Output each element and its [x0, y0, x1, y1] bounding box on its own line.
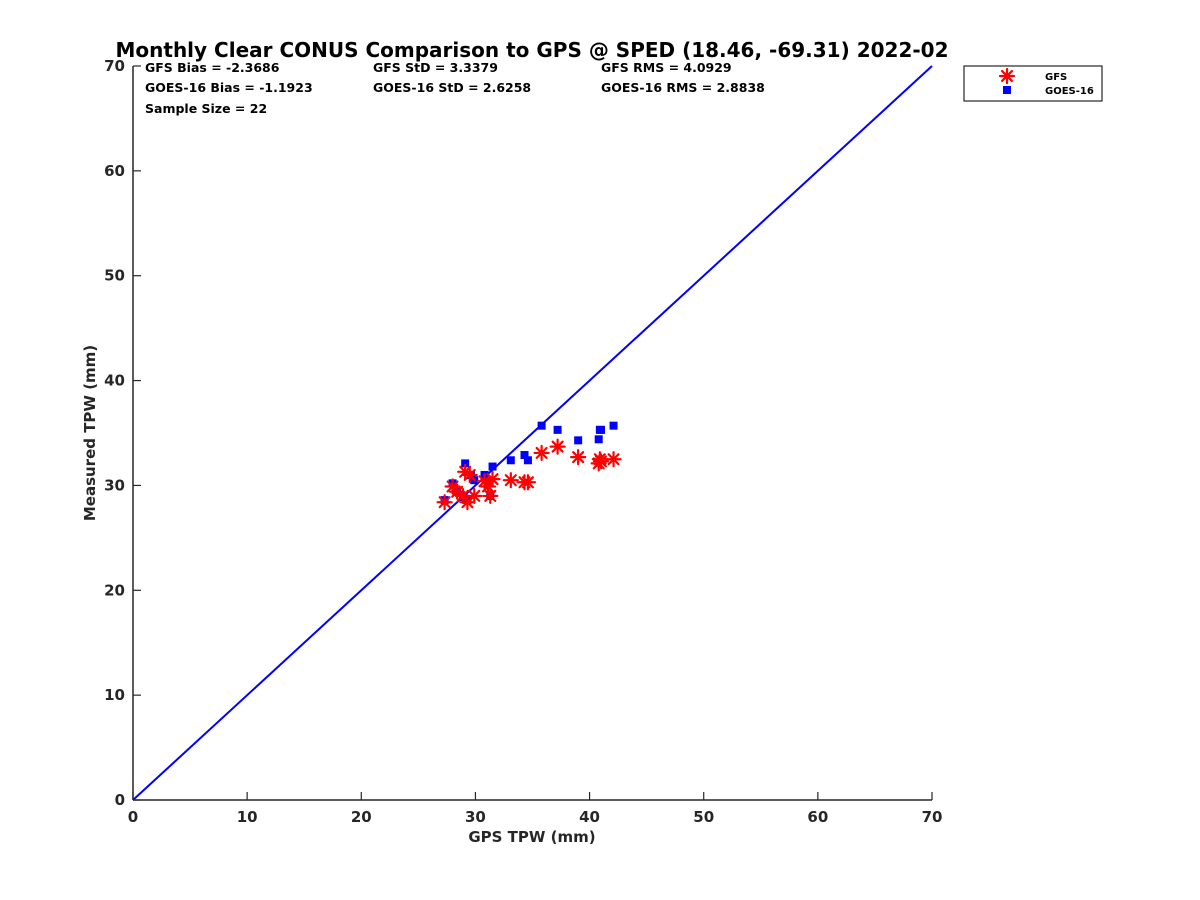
y-tick-label: 0 — [115, 791, 125, 809]
stats-annotations: GFS Bias = -2.3686 GFS StD = 3.3379 GFS … — [145, 60, 765, 116]
gfs-series — [436, 438, 622, 511]
goes16-point — [461, 459, 470, 468]
x-tick-label: 20 — [351, 808, 372, 826]
y-tick-label: 70 — [104, 57, 125, 75]
gfs-point — [592, 453, 610, 470]
y-tick-label: 30 — [104, 476, 125, 494]
gfs-point — [570, 449, 587, 466]
x-tick-label: 10 — [237, 808, 258, 826]
gfs-legend-asterisk — [998, 67, 1016, 85]
goes16-point — [594, 435, 603, 444]
legend: GFS GOES-16 — [963, 65, 1103, 102]
x-axis-ticks: 0 10 20 30 40 50 60 70 — [128, 792, 943, 826]
chart-title: Monthly Clear CONUS Comparison to GPS @ … — [116, 38, 949, 62]
gfs-point — [466, 487, 483, 505]
gfs-point — [461, 466, 478, 484]
gfs-point — [519, 474, 537, 491]
y-tick-label: 10 — [104, 686, 125, 704]
goes-std-text: GOES-16 StD = 2.6258 — [373, 80, 531, 95]
goes16-point — [609, 421, 618, 430]
gfs-point — [533, 444, 550, 462]
gfs-point — [502, 472, 519, 489]
gfs-bias-text: GFS Bias = -2.3686 — [145, 60, 280, 75]
y-tick-label: 40 — [104, 372, 125, 390]
sample-size-text: Sample Size = 22 — [145, 101, 267, 116]
goes16-point — [520, 451, 529, 460]
x-tick-label: 30 — [465, 808, 486, 826]
x-tick-label: 40 — [579, 808, 600, 826]
x-axis-label: GPS TPW (mm) — [468, 828, 595, 846]
goes16-point — [596, 425, 605, 434]
y-tick-label: 60 — [104, 162, 125, 180]
gfs-point — [482, 487, 499, 505]
gfs-point — [436, 494, 453, 511]
gfs-point — [549, 438, 566, 455]
x-tick-label: 0 — [128, 808, 138, 826]
goes-bias-text: GOES-16 Bias = -1.1923 — [145, 80, 313, 95]
goes16-point — [506, 456, 515, 465]
legend-box — [963, 65, 1103, 102]
gfs-point — [484, 471, 501, 488]
y-tick-label: 50 — [104, 267, 125, 285]
y-axis-ticks: 0 10 20 30 40 50 60 70 — [104, 57, 141, 809]
x-tick-label: 50 — [693, 808, 714, 826]
goes16-point — [553, 425, 562, 434]
goes16-point — [574, 436, 583, 445]
y-tick-label: 20 — [104, 581, 125, 599]
x-tick-label: 60 — [807, 808, 828, 826]
legend-goes16-marker — [1003, 86, 1011, 94]
goes16-point — [488, 462, 497, 471]
goes16-point — [537, 421, 546, 430]
goes-rms-text: GOES-16 RMS = 2.8838 — [601, 80, 765, 95]
legend-goes16-label: GOES-16 — [1045, 86, 1094, 97]
legend-gfs-marker — [998, 67, 1016, 85]
reference-line — [132, 65, 933, 801]
x-tick-label: 70 — [922, 808, 943, 826]
legend-gfs-label: GFS — [1045, 72, 1067, 83]
gfs-rms-text: GFS RMS = 4.0929 — [601, 60, 732, 75]
gfs-std-text: GFS StD = 3.3379 — [373, 60, 498, 75]
gfs-point — [605, 451, 622, 468]
goes16-point — [523, 456, 532, 465]
y-axis-label: Measured TPW (mm) — [81, 345, 99, 521]
